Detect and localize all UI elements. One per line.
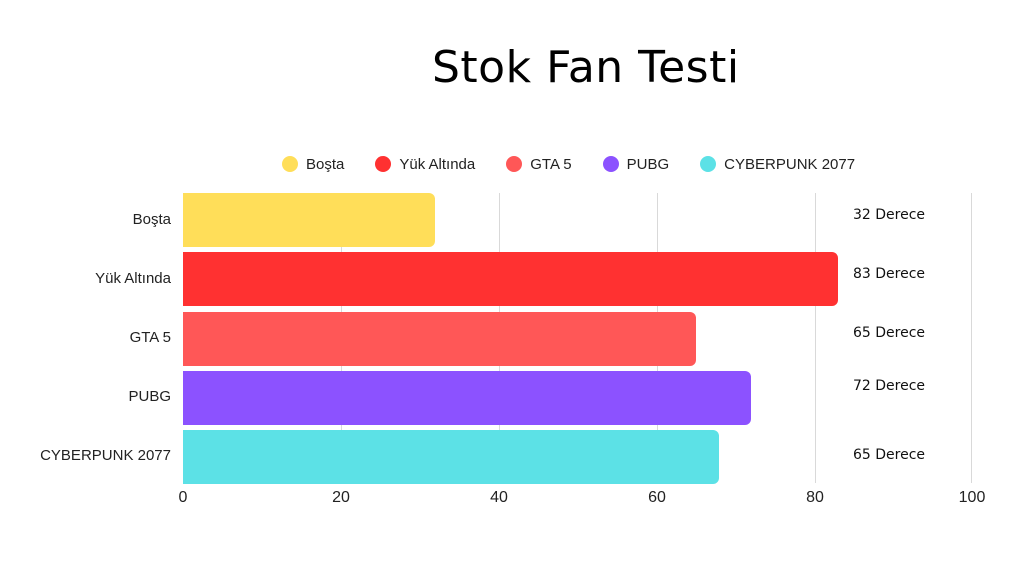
- x-tick: 80: [806, 489, 824, 506]
- y-label: PUBG: [128, 388, 171, 405]
- legend-item-pubg: PUBG: [602, 155, 670, 173]
- value-annotation: 72 Derece: [853, 378, 926, 394]
- value-annotation: 32 Derece: [853, 207, 926, 223]
- gridline: [971, 193, 972, 483]
- x-tick: 100: [958, 489, 986, 506]
- legend-label: Yük Altında: [399, 155, 476, 173]
- gridline: [815, 193, 816, 483]
- legend-dot-icon: [375, 156, 392, 172]
- y-label: CYBERPUNK 2077: [40, 447, 171, 464]
- chart-title: Stok Fan Testi: [432, 42, 740, 93]
- y-label: GTA 5: [129, 329, 171, 346]
- y-label: Boşta: [132, 211, 171, 228]
- bar-yuk-altinda: [183, 252, 838, 306]
- legend-dot-icon: [602, 156, 619, 172]
- plot-area: [183, 193, 972, 484]
- x-tick: 0: [178, 489, 188, 506]
- legend-dot-icon: [506, 156, 523, 172]
- x-tick: 20: [332, 489, 350, 506]
- x-tick: 60: [648, 489, 666, 506]
- bar-pubg: [183, 371, 751, 425]
- bar-gta5: [183, 312, 696, 366]
- value-annotation: 65 Derece: [853, 447, 926, 463]
- value-annotation: 83 Derece: [853, 266, 926, 282]
- y-label: Yük Altında: [95, 270, 171, 287]
- legend-item-cyberpunk: CYBERPUNK 2077: [700, 156, 855, 173]
- legend-label: CYBERPUNK 2077: [724, 155, 856, 173]
- legend-label: PUBG: [626, 155, 670, 173]
- bar-bosta: [183, 193, 435, 247]
- legend-item-yuk-altinda: Yük Altında: [375, 156, 475, 173]
- legend: Boşta Yük Altında GTA 5 PUBG CYBERPUNK 2…: [282, 154, 886, 174]
- legend-item-gta5: GTA 5: [506, 155, 572, 173]
- x-tick: 40: [490, 489, 508, 506]
- legend-item-bosta: Boşta: [282, 156, 344, 173]
- legend-dot-icon: [700, 156, 717, 172]
- bar-cyberpunk: [183, 430, 719, 484]
- legend-dot-icon: [282, 156, 298, 172]
- legend-label: GTA 5: [530, 155, 572, 173]
- value-annotation: 65 Derece: [853, 325, 926, 341]
- legend-label: Boşta: [306, 155, 345, 173]
